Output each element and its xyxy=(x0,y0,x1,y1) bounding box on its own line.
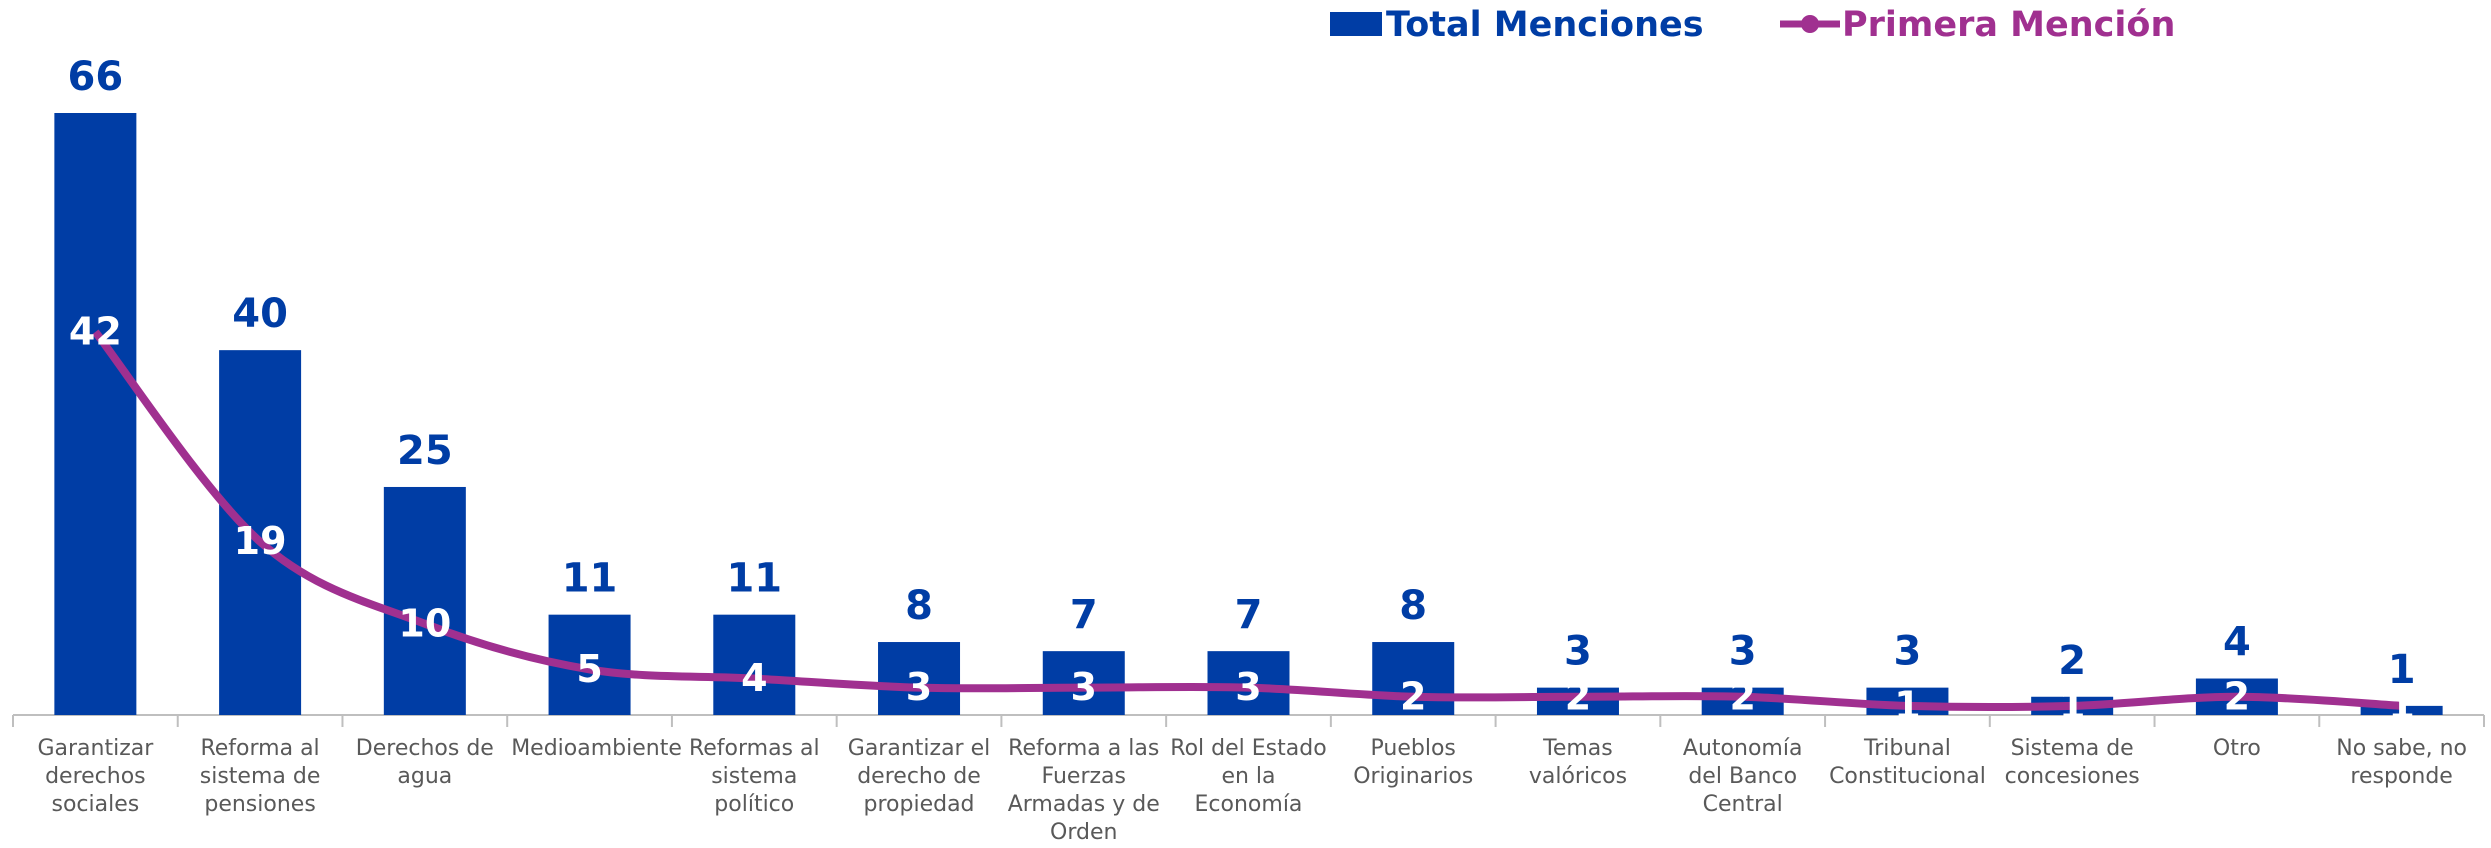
bar-value-label: 1 xyxy=(2388,647,2416,693)
line xyxy=(92,329,2402,712)
line-value-label: 42 xyxy=(69,309,122,353)
x-tick-label: Autonomía del Banco Central xyxy=(1682,736,1803,817)
line-value-label: 1 xyxy=(2388,683,2414,727)
bar-value-label: 11 xyxy=(562,556,618,602)
line-value-label: 1 xyxy=(2059,683,2085,727)
bar-value-label: 11 xyxy=(726,556,782,602)
line-value-label: 2 xyxy=(1565,674,1591,718)
legend-label: Primera Mención xyxy=(1842,5,2175,45)
x-tick-label: Pueblos Originarios xyxy=(1353,736,1474,789)
legend-swatch xyxy=(1330,12,1382,36)
x-tick-label: No sabe, no responde xyxy=(2336,736,2467,789)
bar-value-label: 3 xyxy=(1894,629,1922,675)
x-tick-label: Tribunal Constitucional xyxy=(1829,736,1986,789)
bar xyxy=(713,614,796,715)
bar-value-label: 2 xyxy=(2058,638,2086,684)
line-value-label: 10 xyxy=(398,601,451,645)
x-tick-label: Medioambiente xyxy=(511,736,682,761)
x-tick-label: Reforma a las Fuerzas Armadas y de Orden xyxy=(1007,736,1160,845)
bar xyxy=(1207,651,1290,715)
bar xyxy=(1372,642,1455,715)
x-tick-label: Derechos de agua xyxy=(355,736,494,789)
x-tick-label: Reforma al sistema de pensiones xyxy=(199,736,321,817)
bar-value-label: 4 xyxy=(2223,620,2251,666)
line-value-label: 2 xyxy=(1400,674,1426,718)
line-value-label: 19 xyxy=(234,519,287,563)
x-tick-label: Rol del Estado en la Economía xyxy=(1170,736,1327,817)
x-tick-label: Otro xyxy=(2212,736,2261,761)
bar-value-label: 7 xyxy=(1070,592,1098,638)
legend-swatch-dot xyxy=(1801,15,1819,33)
bar xyxy=(878,642,961,715)
bar-value-label: 3 xyxy=(1564,629,1592,675)
line-value-label: 3 xyxy=(1071,665,1097,709)
bar-value-label: 8 xyxy=(905,583,933,629)
bar xyxy=(2360,705,2443,715)
x-tick-label: Reformas al sistema político xyxy=(688,736,820,817)
bar-value-label: 3 xyxy=(1729,629,1757,675)
bar-value-label: 66 xyxy=(68,54,124,100)
line-value-label: 2 xyxy=(1729,674,1755,718)
bar xyxy=(219,350,302,715)
bar-value-label: 8 xyxy=(1399,583,1427,629)
line-value-label: 2 xyxy=(2224,674,2250,718)
x-tick-label: Temas valóricos xyxy=(1528,736,1628,789)
bar-value-label: 40 xyxy=(232,291,288,337)
legend-label: Total Menciones xyxy=(1386,5,1704,45)
bar xyxy=(1536,687,1619,715)
bar xyxy=(54,113,137,715)
bar-value-label: 7 xyxy=(1235,592,1263,638)
bar xyxy=(1042,651,1125,715)
line-value-label: 3 xyxy=(906,665,932,709)
line-value-label: 1 xyxy=(1894,683,1920,727)
line-value-label: 5 xyxy=(576,647,602,691)
x-tick-label: Sistema de concesiones xyxy=(2004,736,2140,789)
x-tick-label: Garantizar derechos sociales xyxy=(37,736,154,817)
line-value-label: 3 xyxy=(1235,665,1261,709)
bar xyxy=(383,486,466,715)
line-value-label: 4 xyxy=(741,656,767,700)
bar-value-label: 25 xyxy=(397,428,453,474)
x-tick-label: Garantizar el derecho de propiedad xyxy=(847,736,991,817)
